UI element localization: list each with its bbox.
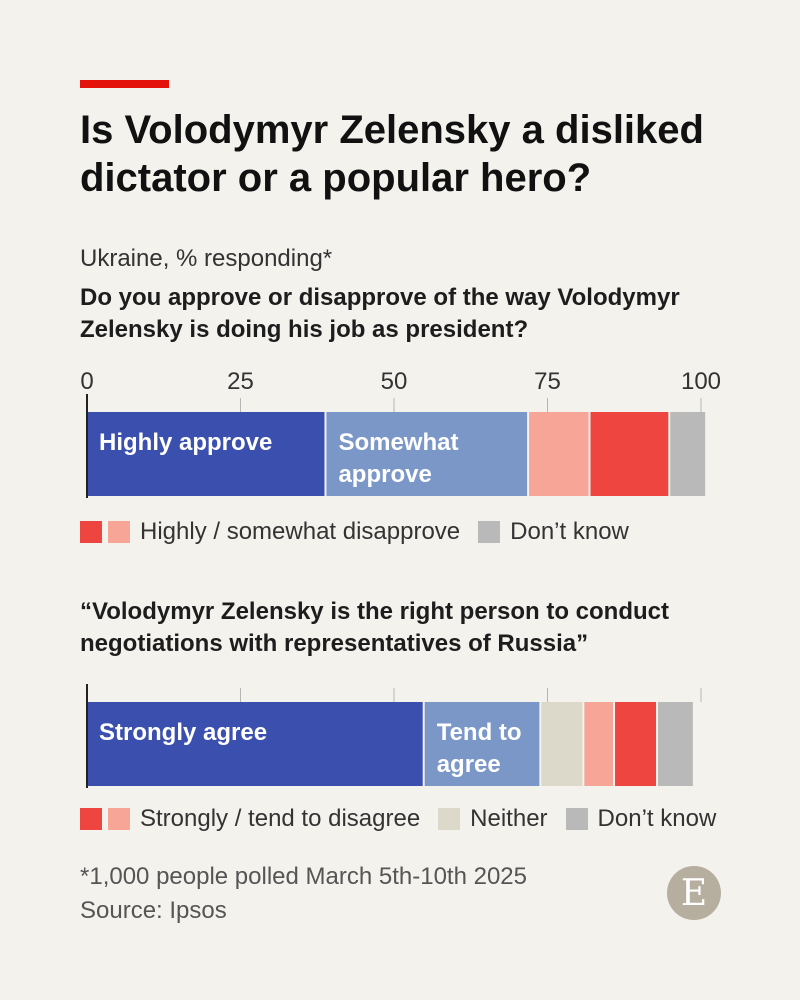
source-note: Source: Ipsos bbox=[80, 897, 227, 924]
legend-swatch bbox=[80, 521, 102, 543]
question-approval: Do you approve or disapprove of the way … bbox=[80, 284, 680, 343]
footnote-block: *1,000 people polled March 5th-10th 2025… bbox=[80, 860, 527, 928]
legend-label: Highly / somewhat disapprove bbox=[140, 518, 461, 545]
bar-somewhat-disapprove bbox=[529, 412, 589, 496]
publisher-logo-icon: E bbox=[667, 866, 721, 920]
data-label-tend-to-agree: Tend to bbox=[437, 719, 522, 746]
approval-legend: Highly / somewhat disapprove Don’t know bbox=[80, 518, 647, 546]
legend-swatch bbox=[108, 521, 130, 543]
negotiations-bar-chart: Strongly agree Tend to agree bbox=[86, 684, 702, 788]
legend-swatch bbox=[478, 521, 501, 543]
data-label-highly-approve: Highly approve bbox=[99, 429, 272, 456]
bar-strongly-agree bbox=[87, 702, 423, 786]
data-label-somewhat-approve: approve bbox=[338, 461, 431, 488]
bar-strongly-disagree bbox=[615, 702, 657, 786]
bar-tend-to-disagree bbox=[584, 702, 614, 786]
bar-tend-to-agree bbox=[424, 702, 540, 786]
bar-don-t-know bbox=[670, 412, 706, 496]
chart-subtitle: Ukraine, % responding* bbox=[80, 245, 333, 272]
chart-title: Is Volodymyr Zelensky a disliked dictato… bbox=[80, 108, 704, 200]
legend-label: Don’t know bbox=[510, 518, 629, 545]
x-tick-label: 25 bbox=[227, 368, 254, 395]
bar-highly-disapprove bbox=[590, 412, 669, 496]
x-tick-label: 50 bbox=[381, 368, 408, 395]
bar-highly-approve bbox=[87, 412, 325, 496]
legend-swatch bbox=[438, 808, 461, 830]
bar-don-t-know bbox=[658, 702, 693, 786]
legend-swatch bbox=[565, 808, 588, 830]
approval-bar-chart: 0 25 50 75 100 Highly approve Somewhat approve bbox=[80, 368, 721, 498]
legend-swatch bbox=[80, 808, 102, 830]
data-label-strongly-agree: Strongly agree bbox=[99, 719, 267, 746]
data-label-tend-to-agree: agree bbox=[437, 751, 501, 778]
data-label-somewhat-approve: Somewhat bbox=[338, 429, 458, 456]
question-negotiations: “Volodymyr Zelensky is the right person … bbox=[80, 598, 669, 657]
x-tick-label: 75 bbox=[534, 368, 561, 395]
legend-label: Strongly / tend to disagree bbox=[140, 805, 421, 832]
bar-neither bbox=[541, 702, 583, 786]
legend-label: Don’t know bbox=[597, 805, 717, 832]
accent-rule bbox=[80, 80, 169, 88]
negotiations-legend: Strongly / tend to disagree Neither Don’t … bbox=[80, 805, 734, 833]
x-tick-label: 0 bbox=[80, 368, 93, 395]
legend-label: Neither bbox=[470, 805, 548, 832]
footnote: *1,000 people polled March 5th-10th 2025 bbox=[80, 863, 527, 890]
legend-swatch bbox=[108, 808, 130, 830]
bar-somewhat-approve bbox=[326, 412, 528, 496]
x-tick-label: 100 bbox=[681, 368, 721, 395]
